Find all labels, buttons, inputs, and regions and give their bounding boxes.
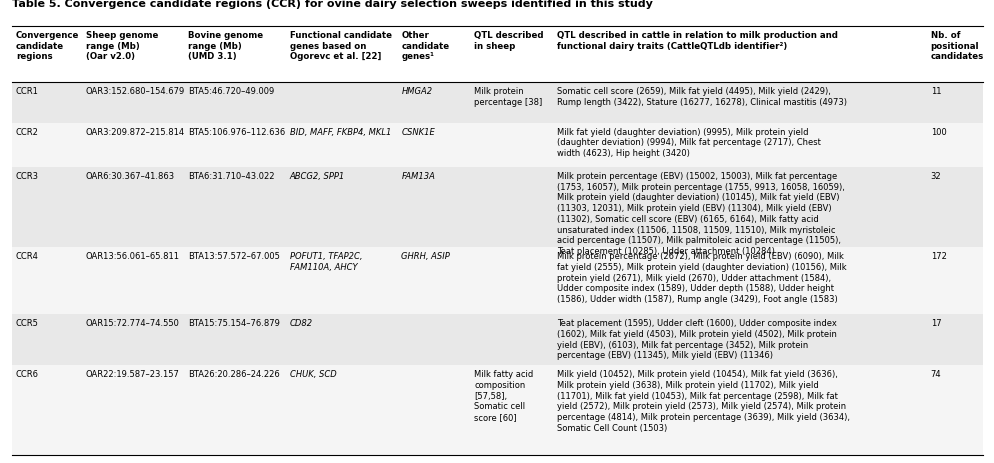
Text: POFUT1, TFAP2C,
FAM110A, AHCY: POFUT1, TFAP2C, FAM110A, AHCY	[289, 252, 362, 271]
Text: CCR1: CCR1	[16, 87, 39, 96]
Text: OAR3:152.680–154.679: OAR3:152.680–154.679	[85, 87, 185, 96]
Text: 172: 172	[929, 252, 945, 261]
Text: 11: 11	[929, 87, 940, 96]
Text: BTA13:57.572–67.005: BTA13:57.572–67.005	[188, 252, 279, 261]
Text: CD82: CD82	[289, 319, 313, 327]
Text: 74: 74	[929, 369, 940, 378]
Text: Teat placement (1595), Udder cleft (1600), Udder composite index
(1602), Milk fa: Teat placement (1595), Udder cleft (1600…	[557, 319, 836, 360]
Text: CCR4: CCR4	[16, 252, 39, 261]
Text: BTA26:20.286–24.226: BTA26:20.286–24.226	[188, 369, 279, 378]
Text: OAR6:30.367–41.863: OAR6:30.367–41.863	[85, 171, 175, 181]
Text: CCR5: CCR5	[16, 319, 39, 327]
Text: CHUK, SCD: CHUK, SCD	[289, 369, 336, 378]
Bar	[12, 83, 982, 123]
Text: OAR13:56.061–65.811: OAR13:56.061–65.811	[85, 252, 180, 261]
Text: CCR6: CCR6	[16, 369, 39, 378]
Text: QTL described
in sheep: QTL described in sheep	[474, 31, 544, 50]
Text: 17: 17	[929, 319, 940, 327]
Text: Somatic cell score (2659), Milk fat yield (4495), Milk yield (2429),
Rump length: Somatic cell score (2659), Milk fat yiel…	[557, 87, 846, 107]
Text: OAR22:19.587–23.157: OAR22:19.587–23.157	[85, 369, 180, 378]
Text: Sheep genome
range (Mb)
(Oar v2.0): Sheep genome range (Mb) (Oar v2.0)	[85, 31, 158, 62]
Text: CCR3: CCR3	[16, 171, 39, 181]
Text: GHRH, ASIP: GHRH, ASIP	[402, 252, 449, 261]
Text: Milk protein
percentage [38]: Milk protein percentage [38]	[474, 87, 542, 107]
Text: CCR2: CCR2	[16, 127, 39, 136]
Text: Milk fatty acid
composition
[57,58],
Somatic cell
score [60]: Milk fatty acid composition [57,58], Som…	[474, 369, 533, 421]
Bar	[12, 123, 982, 168]
Text: HMGA2: HMGA2	[402, 87, 432, 96]
Bar	[12, 168, 982, 248]
Text: Nb. of
positional
candidates: Nb. of positional candidates	[929, 31, 983, 62]
Text: Functional candidate
genes based on
Ogorevc et al. [22]: Functional candidate genes based on Ogor…	[289, 31, 392, 62]
Text: BID, MAFF, FKBP4, MKL1: BID, MAFF, FKBP4, MKL1	[289, 127, 391, 136]
Bar	[12, 248, 982, 314]
Text: Bovine genome
range (Mb)
(UMD 3.1): Bovine genome range (Mb) (UMD 3.1)	[188, 31, 262, 62]
Text: BTA5:106.976–112.636: BTA5:106.976–112.636	[188, 127, 285, 136]
Text: Other
candidate
genes¹: Other candidate genes¹	[402, 31, 449, 62]
Text: Convergence
candidate
regions: Convergence candidate regions	[16, 31, 80, 62]
Bar	[12, 365, 982, 455]
Text: Table 5. Convergence candidate regions (CCR) for ovine dairy selection sweeps id: Table 5. Convergence candidate regions (…	[12, 0, 652, 9]
Text: Milk yield (10452), Milk protein yield (10454), Milk fat yield (3636),
Milk prot: Milk yield (10452), Milk protein yield (…	[557, 369, 849, 432]
Text: Milk protein percentage (EBV) (15002, 15003), Milk fat percentage
(1753, 16057),: Milk protein percentage (EBV) (15002, 15…	[557, 171, 844, 256]
Text: OAR3:209.872–215.814: OAR3:209.872–215.814	[85, 127, 185, 136]
Text: BTA6:31.710–43.022: BTA6:31.710–43.022	[188, 171, 274, 181]
Text: BTA15:75.154–76.879: BTA15:75.154–76.879	[188, 319, 279, 327]
Text: QTL described in cattle in relation to milk production and
functional dairy trai: QTL described in cattle in relation to m…	[557, 31, 837, 50]
Text: Milk fat yield (daughter deviation) (9995), Milk protein yield
(daughter deviati: Milk fat yield (daughter deviation) (999…	[557, 127, 820, 158]
Bar	[12, 27, 982, 83]
Text: BTA5:46.720–49.009: BTA5:46.720–49.009	[188, 87, 273, 96]
Text: ABCG2, SPP1: ABCG2, SPP1	[289, 171, 345, 181]
Text: CSNK1E: CSNK1E	[402, 127, 434, 136]
Text: 100: 100	[929, 127, 945, 136]
Bar	[12, 314, 982, 365]
Text: FAM13A: FAM13A	[402, 171, 435, 181]
Text: OAR15:72.774–74.550: OAR15:72.774–74.550	[85, 319, 180, 327]
Text: Milk protein percentage (2672), Milk protein yield (EBV) (6090), Milk
fat yield : Milk protein percentage (2672), Milk pro…	[557, 252, 846, 304]
Text: 32: 32	[929, 171, 940, 181]
